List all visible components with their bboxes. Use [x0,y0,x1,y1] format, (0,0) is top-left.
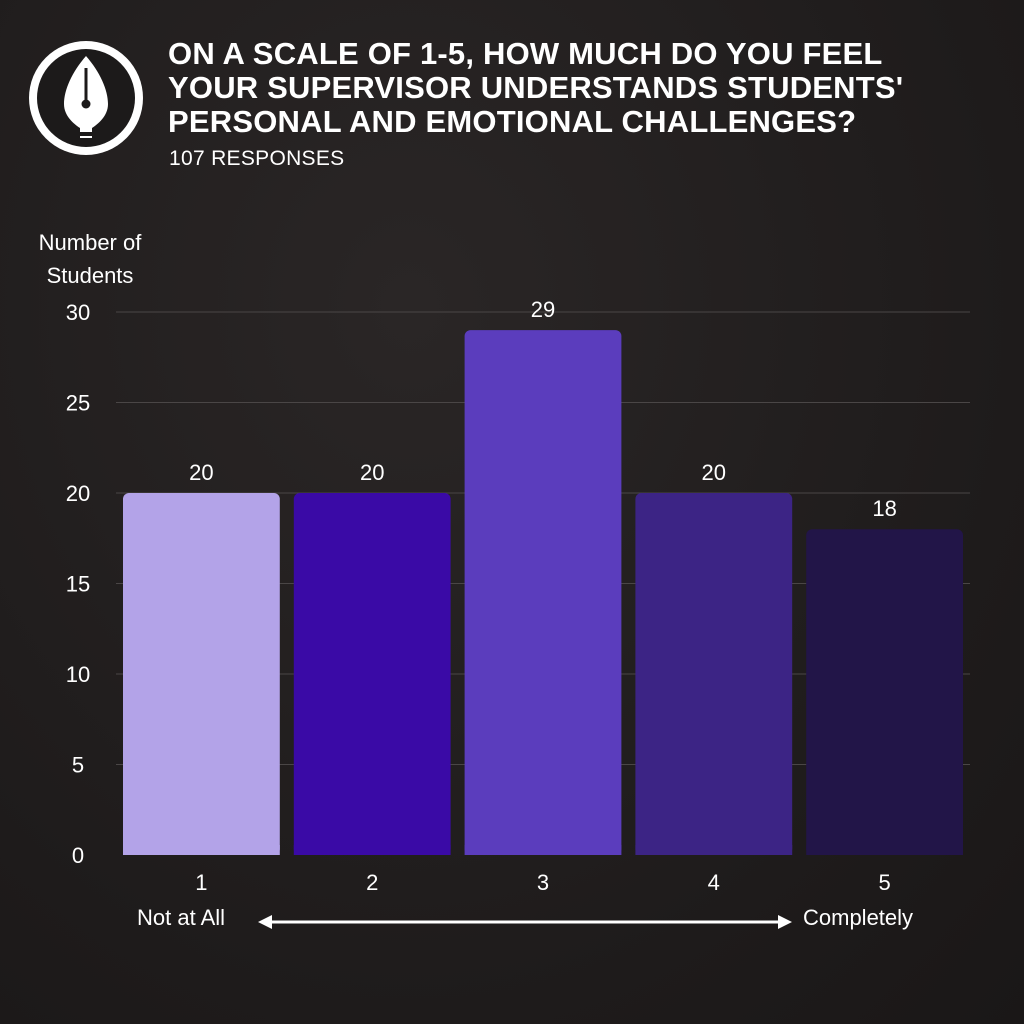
y-tick-label: 10 [66,662,90,687]
y-tick-label: 20 [66,481,90,506]
y-tick-label: 5 [72,753,84,778]
data-label: 18 [872,496,896,521]
x-tick-label: 4 [708,870,720,895]
data-label: 20 [360,460,384,485]
bar [635,493,793,855]
bar-base [464,845,622,855]
x-tick-label: 2 [366,870,378,895]
y-axis-label-line: Number of [38,230,142,255]
bar-base [635,845,793,855]
title-line: PERSONAL AND EMOTIONAL CHALLENGES? [168,104,857,139]
y-axis-label: Number of Students [20,226,160,292]
x-tick-label: 3 [537,870,549,895]
data-label: 20 [189,460,213,485]
y-tick-label: 30 [66,300,90,325]
arrow-right-icon [778,915,792,929]
arrow-left-icon [258,915,272,929]
title-line: YOUR SUPERVISOR UNDERSTANDS STUDENTS' [168,70,904,105]
bar-base [123,845,280,855]
bar [806,529,963,855]
bar [293,493,451,855]
y-tick-label: 15 [66,572,90,597]
scale-left-label: Not at All [137,905,226,930]
data-label: 20 [702,460,726,485]
bar [464,330,622,856]
pen-nib-logo-icon [29,41,143,155]
y-tick-label: 25 [66,391,90,416]
x-tick-label: 5 [878,870,890,895]
data-label: 29 [531,297,555,322]
bar-base [806,845,963,855]
scale-right-label: Completely [803,905,914,930]
y-axis-label-line: Students [46,263,134,288]
response-count: 107 RESPONSES [169,147,345,170]
x-tick-label: 1 [195,870,207,895]
y-tick-label: 0 [72,843,84,868]
bar [123,493,280,855]
chart-title: ON A SCALE OF 1-5, HOW MUCH DO YOU FEEL … [168,37,1008,139]
title-line: ON A SCALE OF 1-5, HOW MUCH DO YOU FEEL [168,36,883,71]
bar-base [293,845,451,855]
